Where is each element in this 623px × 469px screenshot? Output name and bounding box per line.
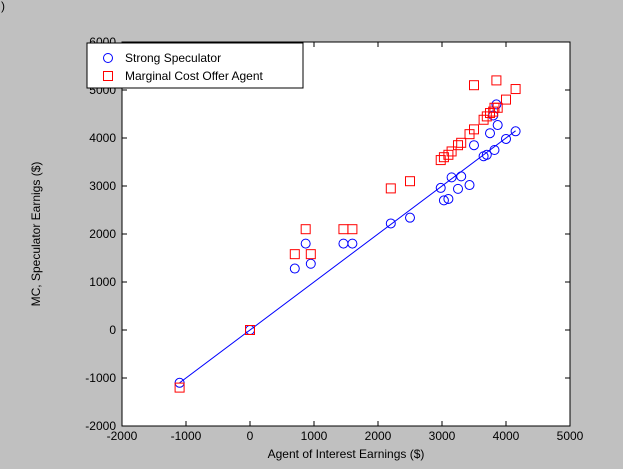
data-point-series-0-3	[300, 238, 311, 249]
data-point-series-0-8	[405, 212, 415, 223]
data-point-series-0-9	[435, 182, 446, 193]
y-tick-label: -1000	[85, 371, 116, 385]
data-point-series-1-4	[305, 249, 316, 260]
fit-line	[179, 130, 516, 384]
data-point-series-0-6	[347, 238, 358, 249]
data-point-series-0-2	[289, 263, 300, 274]
x-tick-label: 2000	[365, 429, 392, 443]
data-point-series-0-7	[385, 218, 396, 229]
x-tick-label: 3000	[429, 429, 456, 443]
data-point-series-0-14	[456, 171, 467, 182]
data-point-series-1-16	[469, 124, 479, 135]
data-point-series-1-1	[245, 325, 255, 335]
y-tick-label: 1000	[89, 275, 116, 289]
axis-ticks-layer: -2000 -1000 0 1000 2000 3000 4000 5000 -2000 -100…	[85, 35, 583, 443]
y-tick-label: 4000	[89, 131, 116, 145]
x-tick-label: -1000	[171, 429, 202, 443]
data-point-series-1-26	[510, 84, 521, 95]
x-tick-label: 0	[247, 429, 254, 443]
data-point-series-1-0	[174, 382, 185, 393]
y-axis-label: MC, Speculator Earnigs ($)	[29, 162, 43, 307]
data-point-series-1-6	[347, 224, 358, 235]
data-point-series-1-18	[478, 114, 489, 125]
data-point-series-0-22	[491, 99, 502, 110]
legend-marker-marginal-cost-offer-agent	[103, 71, 113, 81]
corner-text: )	[1, 0, 5, 13]
data-point-series-0-24	[501, 133, 511, 144]
data-point-series-1-14	[456, 137, 467, 148]
data-point-series-0-15	[464, 180, 475, 191]
data-point-series-1-7	[385, 183, 396, 194]
fit-line-layer	[179, 130, 516, 384]
data-point-series-1-23	[491, 75, 502, 86]
data-point-series-1-12	[446, 146, 457, 157]
data-point-series-0-18	[481, 149, 492, 160]
data-point-series-1-17	[469, 80, 479, 91]
x-axis-label: Agent of Interest Earnings ($)	[268, 447, 425, 461]
data-point-series-0-16	[469, 140, 479, 151]
y-tick-label: 0	[109, 323, 116, 337]
data-point-series-0-10	[438, 195, 449, 206]
data-point-series-0-19	[485, 128, 495, 139]
x-tick-label: -2000	[107, 429, 138, 443]
data-point-series-1-25	[501, 94, 511, 105]
data-point-series-1-11	[443, 149, 454, 160]
data-point-series-1-9	[435, 155, 446, 166]
data-point-series-0-21	[489, 145, 500, 155]
data-point-series-0-23	[492, 120, 503, 131]
data-point-series-0-4	[305, 258, 316, 269]
y-tick-label: 3000	[89, 179, 116, 193]
legend-box	[86, 42, 304, 89]
data-point-series-0-25	[510, 126, 521, 137]
data-point-series-0-13	[453, 183, 463, 194]
legend-marker-strong-speculator	[103, 53, 113, 63]
x-tick-label: 1000	[301, 429, 328, 443]
data-point-series-1-2	[289, 249, 300, 260]
legend: Strong Speculator Marginal Cost Offer Ag…	[86, 42, 304, 89]
legend-label-marginal-cost-offer-agent: Marginal Cost Offer Agent	[125, 69, 264, 83]
data-points-layer	[174, 75, 521, 393]
data-point-series-0-11	[443, 193, 454, 204]
y-tick-label: -2000	[85, 419, 116, 433]
x-tick-label: 4000	[493, 429, 520, 443]
data-point-series-0-12	[446, 172, 457, 183]
data-point-series-1-3	[300, 224, 311, 235]
data-point-series-1-13	[453, 140, 463, 151]
y-tick-label: 2000	[89, 227, 116, 241]
data-point-series-1-8	[405, 176, 415, 187]
x-tick-label: 5000	[557, 429, 584, 443]
legend-label-strong-speculator: Strong Speculator	[125, 51, 221, 65]
data-point-series-1-24	[492, 102, 503, 113]
